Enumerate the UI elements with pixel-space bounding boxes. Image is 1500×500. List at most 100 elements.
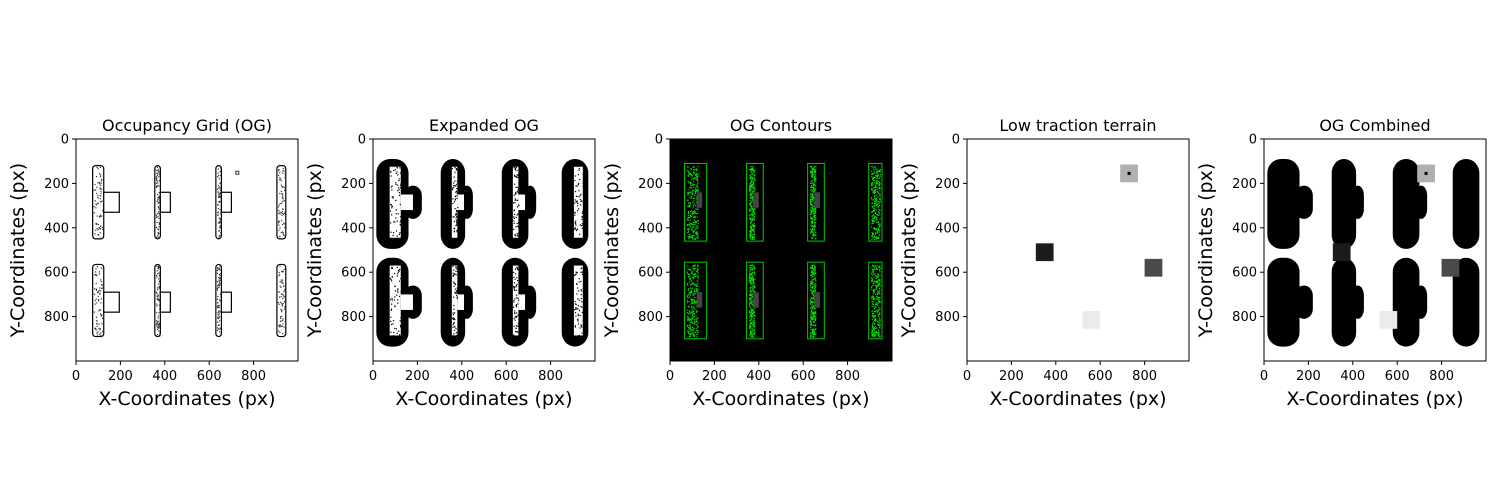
obstacle-tab-outline	[103, 291, 120, 313]
expanded-tab	[460, 285, 473, 319]
terrain-patch-dot	[1127, 171, 1131, 175]
axes-frame	[966, 138, 1190, 362]
x-tick-label: 600	[197, 369, 222, 384]
obstacle-tab-core	[457, 194, 465, 211]
y-tick-label: 0	[655, 133, 663, 148]
obstacle-core	[512, 265, 519, 336]
x-tick-label: 200	[405, 369, 430, 384]
contour-tab-shade	[753, 192, 759, 208]
expanded-obstacle	[1392, 158, 1420, 249]
x-tick-label: 0	[369, 369, 377, 384]
y-tick-label: 200	[638, 177, 663, 192]
axes-frame	[372, 138, 596, 362]
subplot-5: OG Combined 0 200 400 600 800 0 200 400 600 800 X-C…	[1195, 116, 1487, 410]
contour-box	[807, 162, 825, 242]
image-layer	[92, 165, 287, 338]
expanded-tab	[1414, 285, 1428, 319]
y-tick-label: 800	[638, 310, 663, 325]
expanded-obstacle	[1392, 257, 1420, 347]
obstacle-tab-core	[518, 194, 526, 211]
y-tick-label: 600	[1232, 266, 1257, 281]
expanded-tab	[460, 185, 473, 219]
y-tick-label: 400	[1232, 221, 1257, 236]
terrain-patch	[1379, 311, 1398, 329]
y-tick-label: 200	[935, 177, 960, 192]
y-tick-label: 800	[341, 310, 366, 325]
obstacle-tab-outline	[159, 291, 171, 313]
x-tick-label: 800	[835, 369, 860, 384]
subplot-4: Low traction terrain 0 200 400 600 800 0 200 400…	[898, 116, 1190, 410]
plot-area	[967, 139, 1189, 361]
x-tick-label: 0	[666, 369, 674, 384]
obstacle-tab-core	[518, 294, 526, 310]
x-axis-label: X-Coordinates (px)	[692, 388, 869, 410]
subplot-title: Occupancy Grid (OG)	[102, 116, 272, 135]
x-tick-label: 400	[449, 369, 474, 384]
expanded-tab	[1295, 185, 1313, 219]
subplot-2: Expanded OG 0 200 400 600 800 0 200 400 600 800 X-C…	[304, 116, 596, 410]
x-tick-label: 600	[1385, 369, 1410, 384]
axes-frame	[669, 138, 893, 362]
x-tick-label: 200	[702, 369, 727, 384]
expanded-tab	[523, 185, 537, 219]
y-axis-label: Y-Coordinates (px)	[304, 163, 326, 338]
y-tick-label: 0	[358, 133, 366, 148]
obstacle-core	[451, 265, 458, 336]
plot-area	[1264, 139, 1486, 361]
x-tick-label: 0	[963, 369, 971, 384]
y-axis-label: Y-Coordinates (px)	[898, 163, 920, 338]
contour-tab-shade	[696, 192, 703, 208]
obstacle-core	[573, 265, 583, 336]
obstacle-outline	[276, 165, 287, 240]
contour-tab-shade	[696, 292, 703, 308]
subplot-title: Low traction terrain	[999, 116, 1156, 135]
y-axis-label: Y-Coordinates (px)	[601, 163, 623, 338]
x-tick-label: 600	[1088, 369, 1113, 384]
expanded-obstacle	[1267, 257, 1300, 347]
y-tick-label: 800	[935, 310, 960, 325]
x-tick-label: 600	[494, 369, 519, 384]
obstacle-core	[389, 166, 401, 238]
small-contour	[829, 172, 831, 174]
x-tick-label: 800	[1429, 369, 1454, 384]
x-tick-label: 800	[538, 369, 563, 384]
image-layer	[1267, 158, 1480, 347]
x-tick-label: 400	[1340, 369, 1365, 384]
x-tick-label: 400	[152, 369, 177, 384]
obstacle-core	[389, 265, 401, 336]
contour-box	[868, 162, 883, 242]
plot-area	[76, 139, 298, 361]
image-layer	[683, 162, 883, 340]
y-tick-label: 600	[638, 266, 663, 281]
y-tick-label: 800	[1232, 310, 1257, 325]
y-tick-label: 800	[44, 310, 69, 325]
expanded-obstacle	[1331, 158, 1357, 249]
subplot-3: OG Contours 0 200 400 600 800 0 200 400 600 800 X-C…	[601, 116, 893, 410]
obstacle-tab-core	[400, 294, 413, 310]
subplot-title: Expanded OG	[429, 116, 539, 135]
small-obstacle	[235, 170, 240, 175]
obstacle-tab-outline	[220, 191, 233, 213]
contour-tab-shade	[753, 292, 759, 308]
plot-area	[373, 139, 595, 361]
y-tick-label: 400	[44, 221, 69, 236]
obstacle-tab-outline	[159, 191, 171, 213]
image-layer	[1035, 164, 1163, 329]
expanded-obstacle	[1452, 257, 1480, 347]
x-tick-label: 400	[746, 369, 771, 384]
y-tick-label: 200	[1232, 177, 1257, 192]
x-tick-label: 400	[1043, 369, 1068, 384]
y-tick-label: 600	[44, 266, 69, 281]
obstacle-tab-core	[457, 294, 465, 310]
contour-box	[683, 261, 708, 340]
y-tick-label: 400	[341, 221, 366, 236]
y-axis-label: Y-Coordinates (px)	[1195, 163, 1217, 338]
contour-box	[746, 261, 764, 340]
contour-box	[683, 162, 708, 242]
y-tick-label: 600	[341, 266, 366, 281]
y-tick-label: 0	[952, 133, 960, 148]
obstacle-tab-outline	[220, 291, 233, 313]
x-tick-label: 200	[999, 369, 1024, 384]
terrain-patch	[1441, 258, 1460, 277]
